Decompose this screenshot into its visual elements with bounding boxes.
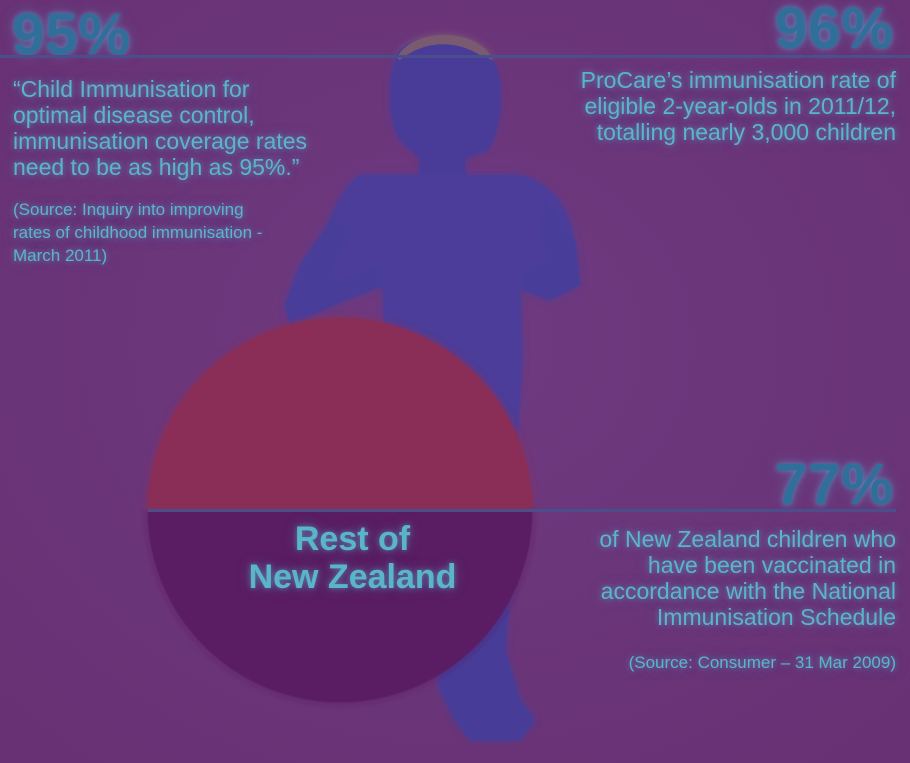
quote-line-4: need to be as high as 95%.”: [13, 154, 300, 180]
stat-96-percent: 96%: [774, 0, 894, 61]
procare-line-1: ProCare’s immunisation rate of: [580, 67, 896, 93]
procare-line-3: totalling nearly 3,000 children: [596, 119, 896, 145]
child-hair-highlight: [397, 35, 493, 60]
nz-vaccination-text: of New Zealand children who have been va…: [516, 526, 896, 630]
source-line-1: (Source: Inquiry into improving: [13, 200, 244, 219]
child-immunisation-quote: “Child Immunisation for optimal disease …: [13, 76, 393, 180]
nz-line-3: accordance with the National: [600, 578, 896, 604]
consumer-source: (Source: Consumer – 31 Mar 2009): [628, 653, 896, 672]
quote-line-3: immunisation coverage rates: [13, 128, 308, 154]
bottom-divider-line: [148, 509, 896, 512]
ball-label-line-1: Rest of: [294, 520, 411, 558]
ball-label-line-2: New Zealand: [248, 558, 457, 596]
child-torso: [288, 175, 578, 470]
nz-line-2: have been vaccinated in: [647, 552, 896, 578]
ball-top-half: [148, 318, 532, 510]
quote-source: (Source: Inquiry into improving rates of…: [13, 198, 333, 267]
nz-line-1: of New Zealand children who: [599, 526, 896, 552]
procare-line-2: eligible 2-year-olds in 2011/12,: [584, 93, 896, 119]
quote-line-1: “Child Immunisation for: [13, 76, 250, 102]
ball-icon: [148, 318, 532, 702]
quote-line-2: optimal disease control,: [13, 102, 255, 128]
procare-immunisation-text: ProCare’s immunisation rate of eligible …: [476, 67, 896, 145]
source-line-2: rates of childhood immunisation -: [13, 223, 263, 242]
child-left-arm: [285, 215, 385, 325]
child-right-arm: [522, 200, 580, 300]
ball-bottom-half: [148, 510, 532, 702]
top-divider-line: [0, 55, 910, 58]
stat-95-percent: 95%: [12, 2, 132, 67]
ball-label: Rest of New Zealand: [220, 520, 485, 596]
nz-line-4: Immunisation Schedule: [656, 604, 896, 630]
stat-77-percent: 77%: [774, 452, 894, 517]
source-line-3: March 2011): [13, 246, 108, 265]
child-neck: [420, 150, 465, 178]
child-head: [390, 36, 501, 158]
